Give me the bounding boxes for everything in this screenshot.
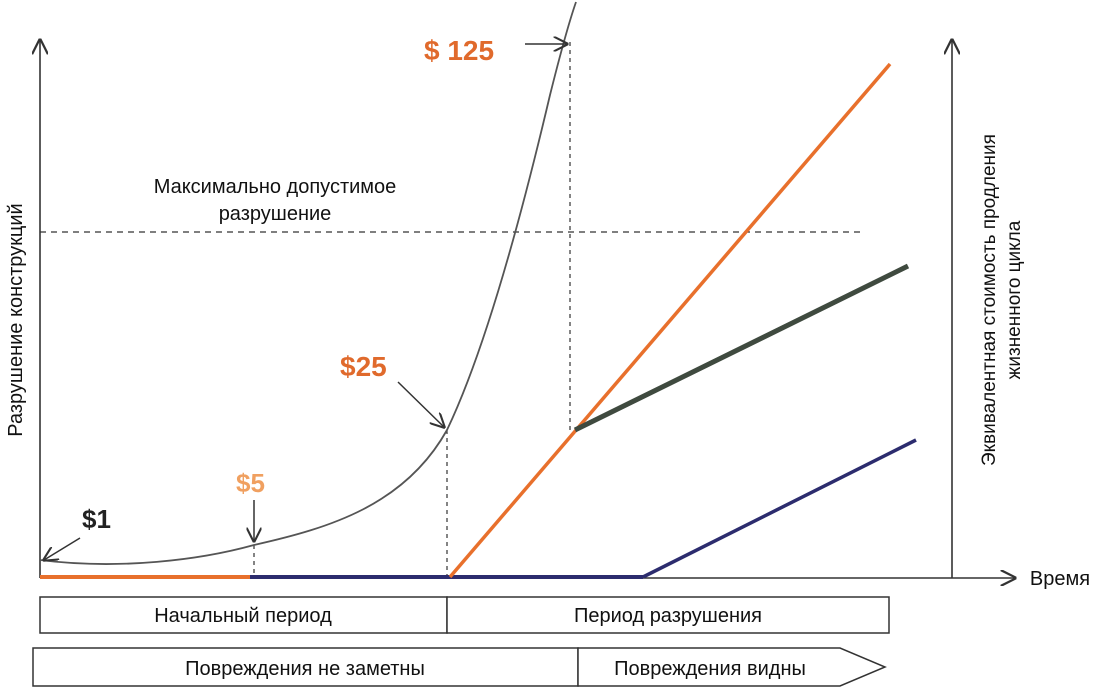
arrow-25 bbox=[397, 381, 444, 427]
threshold-label-line1: Максимально допустимое bbox=[154, 176, 397, 198]
not-visible-label: Повреждения не заметны bbox=[185, 658, 425, 680]
period-initial-box bbox=[39, 596, 448, 634]
period-damage-box bbox=[446, 596, 890, 634]
visible-label: Повреждения видны bbox=[614, 658, 806, 680]
price-label-1: $1 bbox=[82, 504, 111, 534]
damage-curve bbox=[39, 1, 577, 565]
period-damage-label: Период разрушения bbox=[574, 605, 762, 627]
navy-cost-line bbox=[642, 438, 917, 579]
price-label-25: $25 bbox=[340, 351, 387, 382]
y-left-axis-label: Разрушение конструкций bbox=[5, 203, 27, 436]
y-right-axis-label-line1: Эквивалентная стоимость продления bbox=[979, 134, 1000, 466]
arrow-1 bbox=[44, 537, 81, 560]
dark-green-cost-line bbox=[573, 263, 910, 433]
y-right-axis-label-line2: жизненного цикла bbox=[1004, 220, 1025, 379]
x-axis-label: Время bbox=[1030, 568, 1090, 590]
threshold-label-line2: разрушение bbox=[219, 203, 332, 225]
price-label-5: $5 bbox=[236, 468, 265, 498]
price-label-125: $ 125 bbox=[424, 35, 494, 66]
period-initial-label: Начальный период bbox=[154, 605, 332, 627]
visible-arrow-box bbox=[577, 647, 887, 687]
orange-cost-line bbox=[448, 62, 892, 579]
